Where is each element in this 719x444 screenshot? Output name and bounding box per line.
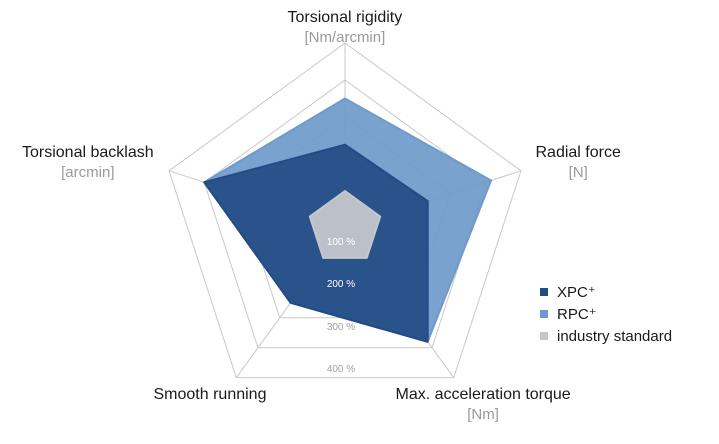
axis-unit-radial-force: [N]	[568, 164, 588, 181]
legend: XPC⁺ RPC⁺ industry standard	[540, 282, 672, 348]
axis-title-torsional-rigidity: Torsional rigidity	[287, 9, 403, 26]
series-polygon-industry-standard	[308, 190, 382, 259]
legend-swatch-xpc	[540, 288, 548, 296]
axis-label-max-acceleration-torque: Max. acceleration torque [Nm]	[396, 385, 571, 425]
axis-label-smooth-running: Smooth running	[154, 385, 267, 405]
legend-item-xpc: XPC⁺	[540, 282, 672, 302]
series-polygon-xpc	[203, 143, 429, 343]
legend-item-rpc: RPC⁺	[540, 304, 672, 324]
ring-label-1: 100 %	[327, 237, 355, 248]
axis-label-radial-force: Radial force [N]	[536, 143, 621, 183]
axis-label-torsional-backlash: Torsional backlash [arcmin]	[22, 143, 154, 183]
legend-label-rpc: RPC⁺	[557, 306, 597, 323]
axis-unit-torsional-backlash: [arcmin]	[61, 164, 115, 181]
legend-label-xpc: XPC⁺	[557, 284, 596, 301]
axis-title-torsional-backlash: Torsional backlash	[22, 144, 154, 161]
ring-label-4: 400 %	[327, 364, 355, 375]
axis-title-radial-force: Radial force	[535, 144, 621, 161]
axis-unit-torsional-rigidity: [Nm/arcmin]	[304, 29, 386, 46]
legend-swatch-rpc	[540, 310, 548, 318]
ring-label-3: 300 %	[327, 322, 355, 333]
ring-label-2: 200 %	[327, 279, 355, 290]
legend-label-industry-standard: industry standard	[557, 327, 673, 345]
axis-unit-max-acceleration-torque: [Nm]	[467, 406, 499, 423]
axis-title-max-acceleration-torque: Max. acceleration torque	[395, 386, 571, 403]
axis-title-smooth-running: Smooth running	[153, 386, 267, 403]
legend-item-industry-standard: industry standard	[540, 326, 672, 346]
grid-ring-5	[168, 42, 522, 379]
axis-label-torsional-rigidity: Torsional rigidity [Nm/arcmin]	[288, 8, 403, 48]
legend-swatch-industry-standard	[540, 332, 548, 340]
